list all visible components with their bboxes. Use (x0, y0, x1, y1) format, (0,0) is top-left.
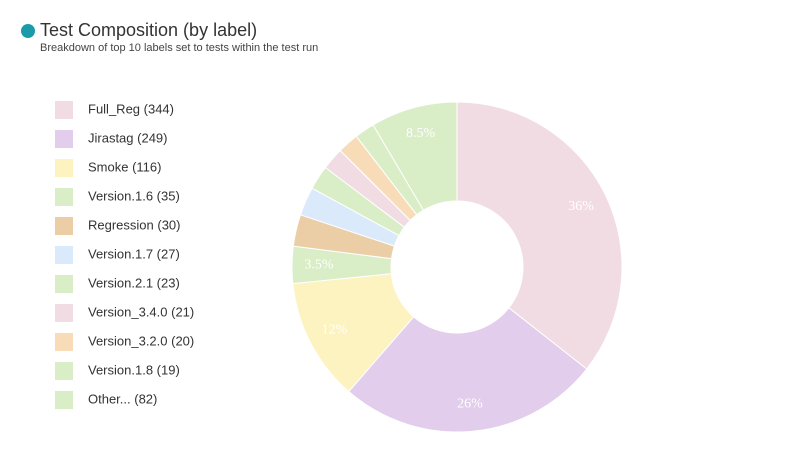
pie-slice (456, 101, 623, 370)
legend-label: Jirastag (249) (88, 130, 167, 145)
legend-swatch (55, 246, 73, 264)
legend-swatch (55, 217, 73, 235)
legend-swatch (55, 130, 73, 148)
chart-title: Test Composition (by label) (40, 20, 257, 40)
legend-swatch (55, 333, 73, 351)
title-icon (21, 24, 35, 38)
legend-swatch (55, 101, 73, 119)
legend-label: Version_3.4.0 (21) (88, 304, 194, 319)
legend-swatch (55, 188, 73, 206)
legend-label: Smoke (116) (88, 159, 161, 174)
legend-label: Version.1.6 (35) (88, 188, 180, 203)
legend-label: Version.1.8 (19) (88, 362, 180, 377)
legend-label: Version_3.2.0 (20) (88, 333, 194, 348)
slice-label: 12% (322, 323, 348, 338)
legend-label: Version.2.1 (23) (88, 275, 180, 290)
pie-slice (348, 307, 588, 433)
chart-subtitle: Breakdown of top 10 labels set to tests … (40, 42, 318, 54)
legend-label: Regression (30) (88, 217, 181, 232)
legend-swatch (55, 362, 73, 380)
pie-slice (372, 101, 458, 211)
legend-swatch (55, 304, 73, 322)
slice-label: 8.5% (406, 126, 436, 141)
legend-label: Version.1.7 (27) (88, 246, 180, 261)
slice-label: 26% (457, 397, 483, 412)
legend-swatch (55, 159, 73, 177)
legend-label: Other... (82) (88, 391, 157, 406)
legend-label: Full_Reg (344) (88, 101, 174, 116)
legend-swatch (55, 275, 73, 293)
slice-label: 3.5% (304, 257, 334, 272)
legend-swatch (55, 391, 73, 409)
slice-label: 36% (568, 199, 594, 214)
